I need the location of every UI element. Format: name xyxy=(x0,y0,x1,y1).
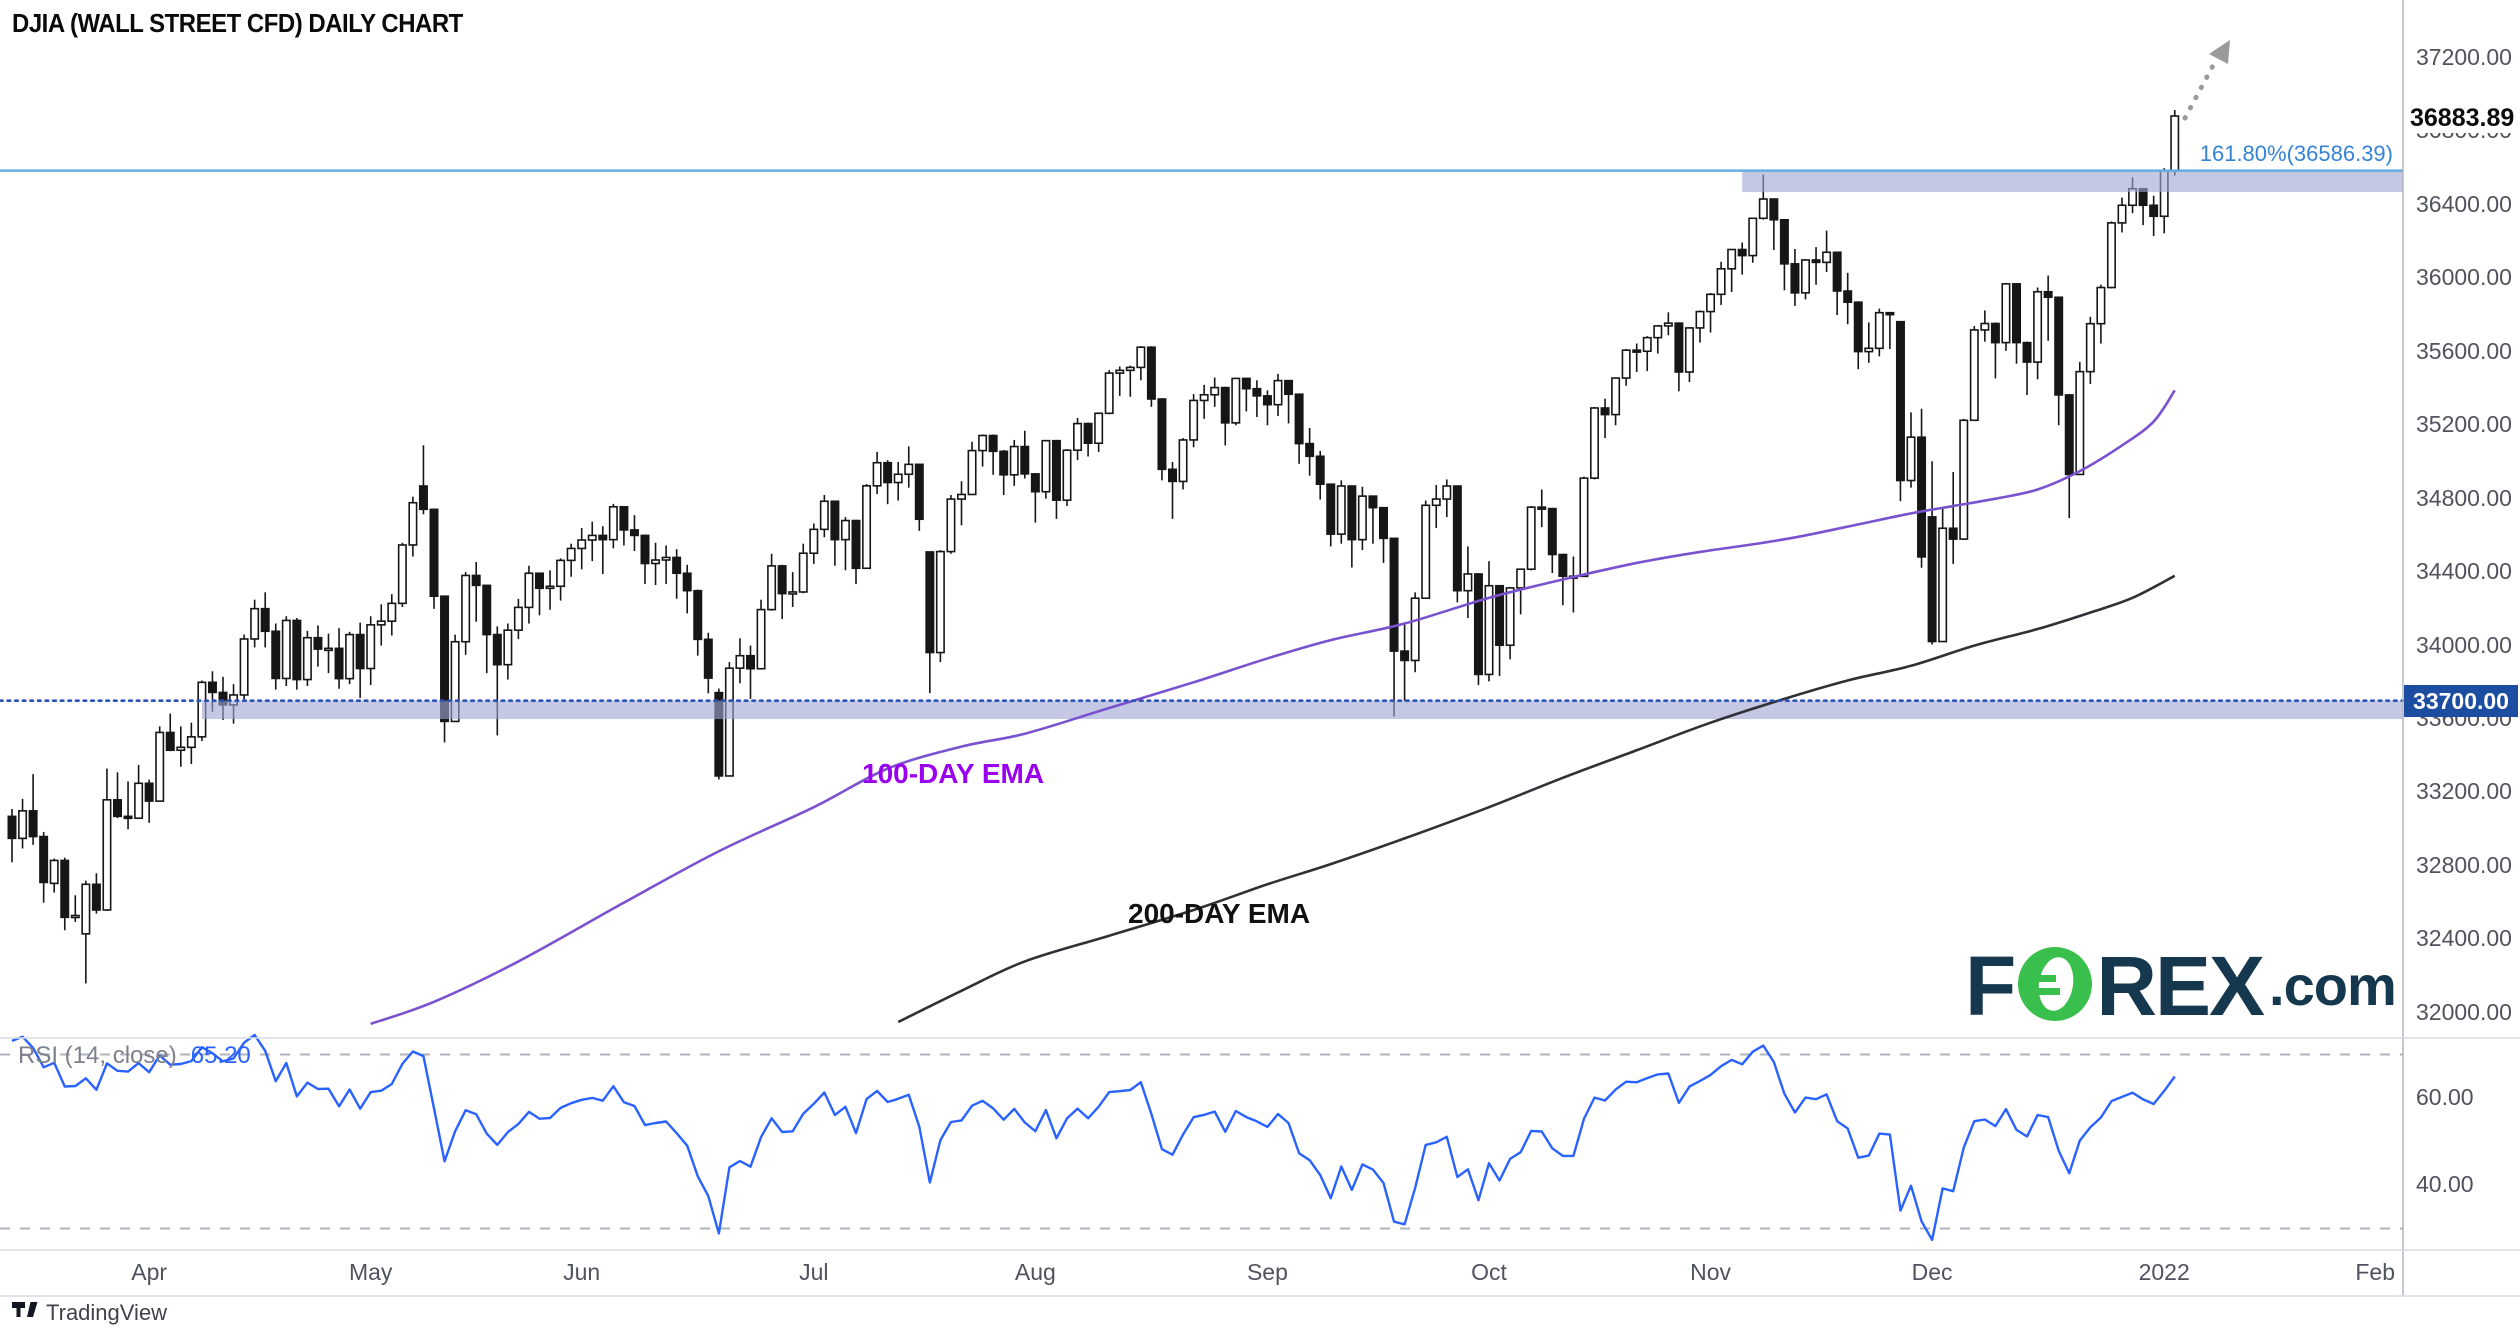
fib-zone-layer xyxy=(201,170,2404,720)
rsi-indicator-legend[interactable]: RSI (14, close) 65.20 xyxy=(18,1042,251,1070)
tradingview-icon xyxy=(12,1302,38,1317)
time-axis-tick-nov: Nov xyxy=(1690,1259,1731,1285)
price-axis-tick: 32800.00 xyxy=(2416,851,2512,878)
forex-com-watermark-logo: F REX .com xyxy=(1965,939,2397,1033)
time-axis-tick-2022: 2022 xyxy=(2138,1259,2190,1285)
tradingview-attribution[interactable]: TradingView xyxy=(12,1300,167,1326)
forex-logo-f: F xyxy=(1965,939,2016,1033)
time-axis-tick-apr: Apr xyxy=(131,1259,168,1285)
fib-level-label: 161.80%(36586.39) xyxy=(2199,141,2393,166)
projection-arrow-icon xyxy=(2182,40,2230,121)
price-axis-tick: 34800.00 xyxy=(2416,484,2512,511)
price-axis-tick: 32400.00 xyxy=(2416,925,2512,952)
rsi-pane-layer xyxy=(0,1033,2403,1242)
price-axis-tick: 33200.00 xyxy=(2416,778,2512,805)
rsi-axis-tick: 60.00 xyxy=(2416,1084,2474,1110)
price-axis-tick: 36000.00 xyxy=(2416,264,2512,291)
time-axis-tick-dec: Dec xyxy=(1911,1259,1953,1285)
time-axis-tick-may: May xyxy=(348,1259,393,1285)
ema100-label: 100-DAY EMA xyxy=(862,758,1045,789)
time-axis-tick-feb: Feb xyxy=(2355,1259,2396,1285)
price-axis-tick: 35600.00 xyxy=(2416,337,2512,364)
chart-frame-layer xyxy=(0,0,2520,1297)
time-axis-tick-oct: Oct xyxy=(1471,1259,1507,1285)
price-axis-tick: 36400.00 xyxy=(2416,190,2512,217)
forex-logo-o-icon xyxy=(2016,945,2094,1028)
time-axis-tick-jun: Jun xyxy=(563,1259,601,1285)
price-axis-tick: 34000.00 xyxy=(2416,631,2512,658)
forex-logo-rex: REX xyxy=(2096,939,2265,1033)
price-axis-tick: 37200.00 xyxy=(2416,44,2512,70)
rsi-axis-tick: 40.00 xyxy=(2416,1171,2474,1197)
rsi-current-value: 65.20 xyxy=(190,1042,251,1069)
chart-title: DJIA (WALL STREET CFD) DAILY CHART xyxy=(12,8,463,38)
time-axis-tick-jul: Jul xyxy=(799,1259,829,1285)
last-price-label: 36883.89 xyxy=(2410,104,2519,133)
price-axis-tick: 35200.00 xyxy=(2416,411,2512,438)
tradingview-label: TradingView xyxy=(46,1300,168,1325)
price-axis-tick: 34400.00 xyxy=(2416,558,2512,585)
time-axis-tick-sep: Sep xyxy=(1246,1259,1288,1285)
price-axis-tick: 32000.00 xyxy=(2416,998,2512,1025)
time-axis-tick-aug: Aug xyxy=(1014,1259,1056,1285)
candlestick-layer xyxy=(7,109,2180,984)
horizontal-line-price-label[interactable]: 33700.00 xyxy=(2404,685,2518,717)
price-lines-layer xyxy=(0,169,2405,702)
ema200-label: 200-DAY EMA xyxy=(1128,898,1311,929)
rsi-indicator-title: RSI (14, close) xyxy=(18,1042,177,1069)
ema-lines-layer xyxy=(370,389,2176,1026)
forex-logo-com: .com xyxy=(2269,954,2397,1017)
